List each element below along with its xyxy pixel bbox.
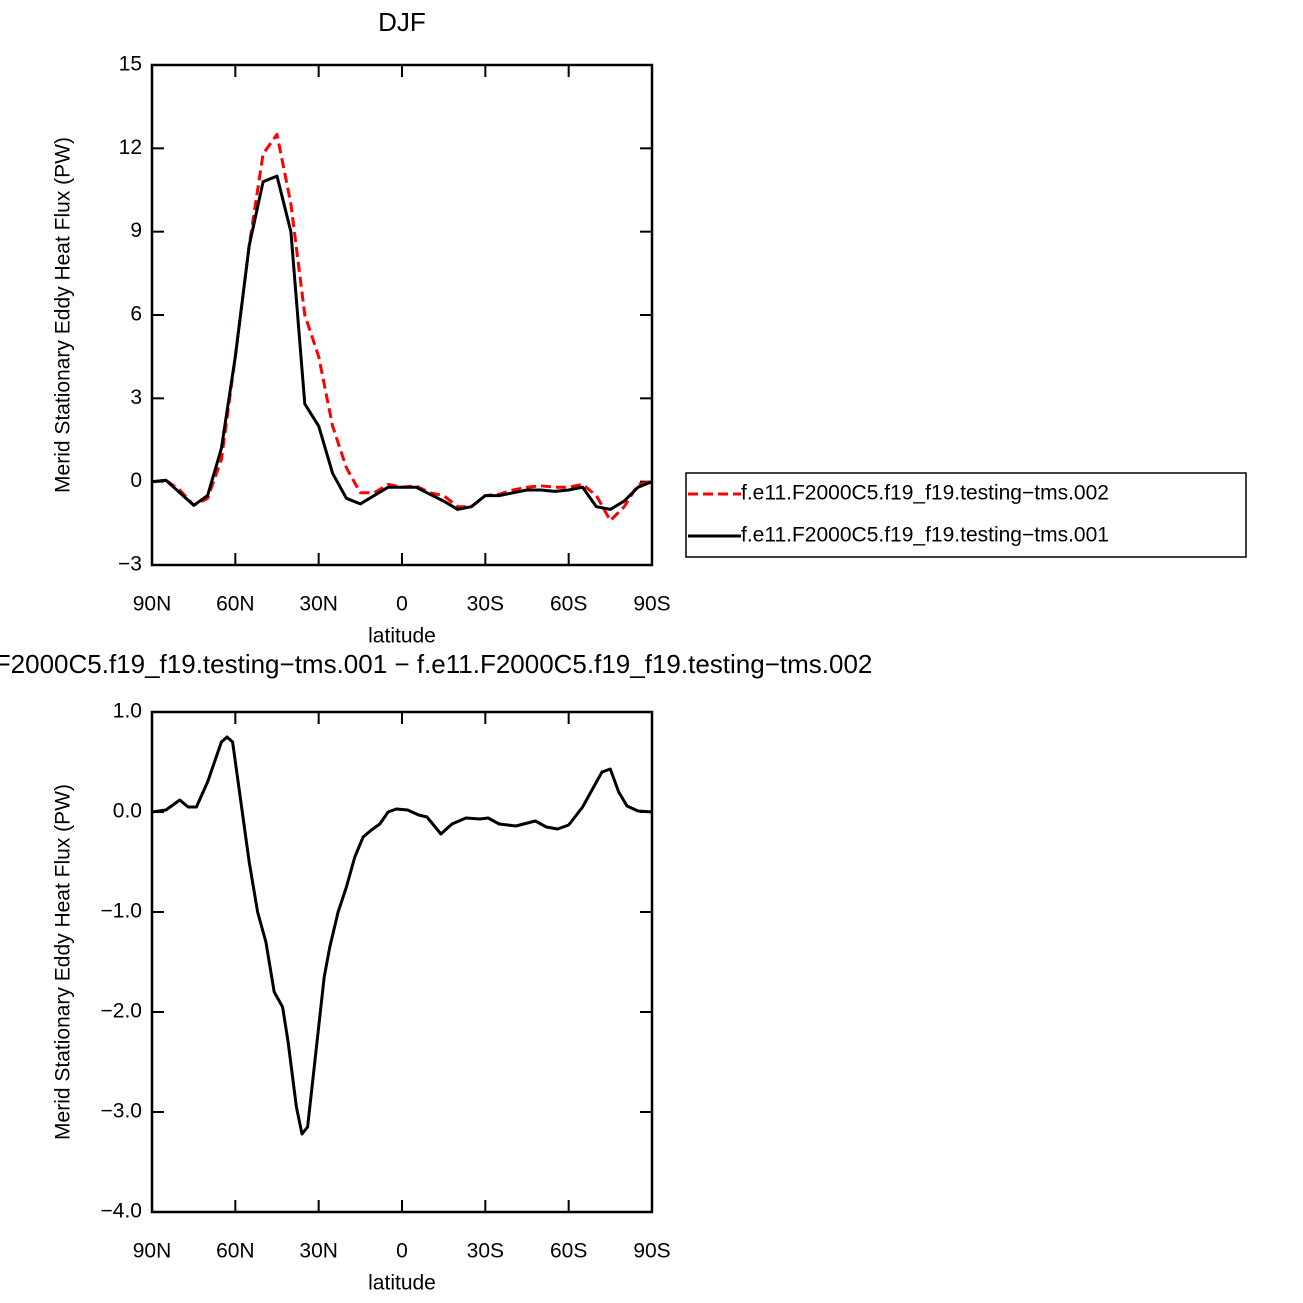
x-tick-label: 90N <box>133 593 172 616</box>
y-tick-label: −1.0 <box>101 900 142 923</box>
data-line <box>151 735 653 1136</box>
x-tick-label: 30N <box>299 1240 338 1263</box>
legend-label: f.e11.F2000C5.f19_f19.testing−tms.002 <box>741 482 1109 505</box>
x-tick-label: 90S <box>633 1240 670 1263</box>
data-line <box>151 174 653 511</box>
x-tick-label: 30S <box>467 593 504 616</box>
y-tick-label: 1.0 <box>113 700 142 723</box>
x-tick-label: 60N <box>216 593 255 616</box>
x-tick-label: 30S <box>467 1240 504 1263</box>
chart-title: DJF <box>378 7 426 37</box>
y-tick-label: 0 <box>130 469 142 492</box>
y-tick-label: 9 <box>130 219 142 242</box>
y-tick-label: 6 <box>130 303 142 326</box>
x-tick-label: 60N <box>216 1240 255 1263</box>
x-tick-label: 30N <box>299 593 338 616</box>
chart-title: f.e11.F2000C5.f19_f19.testing−tms.001 − … <box>0 649 872 679</box>
plot-frame <box>150 710 654 1214</box>
data-line <box>151 132 653 523</box>
legend-box <box>685 472 1247 558</box>
x-axis-label: latitude <box>368 625 436 648</box>
x-tick-label: 60S <box>550 1240 587 1263</box>
y-tick-label: −2.0 <box>101 1000 142 1023</box>
legend-label: f.e11.F2000C5.f19_f19.testing−tms.001 <box>741 524 1109 547</box>
y-axis-label: Merid Stationary Eddy Heat Flux (PW) <box>52 784 75 1140</box>
y-tick-label: −4.0 <box>101 1200 142 1223</box>
y-axis-label: Merid Stationary Eddy Heat Flux (PW) <box>52 137 75 493</box>
plot-frame <box>150 63 654 567</box>
x-tick-label: 60S <box>550 593 587 616</box>
y-tick-label: 0.0 <box>113 800 142 823</box>
x-tick-label: 90S <box>633 593 670 616</box>
y-tick-label: −3 <box>118 553 142 576</box>
x-tick-label: 90N <box>133 1240 172 1263</box>
x-tick-label: 0 <box>396 593 408 616</box>
y-tick-label: −3.0 <box>101 1100 142 1123</box>
y-tick-label: 15 <box>119 53 142 76</box>
x-tick-label: 0 <box>396 1240 408 1263</box>
y-tick-label: 3 <box>130 386 142 409</box>
x-axis-label: latitude <box>368 1272 436 1295</box>
y-tick-label: 12 <box>119 136 142 159</box>
